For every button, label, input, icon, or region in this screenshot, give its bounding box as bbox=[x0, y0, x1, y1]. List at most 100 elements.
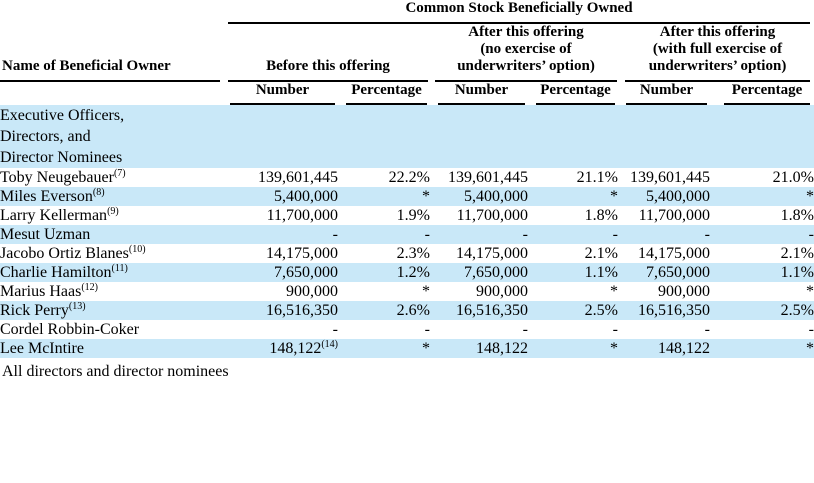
partial-row-cell: All directors and director nominees bbox=[0, 358, 814, 376]
after-no-number-cell: 14,175,000 bbox=[456, 245, 528, 262]
footnote-ref: (11) bbox=[111, 263, 128, 274]
after-no-number-cell: 148,122 bbox=[476, 340, 528, 357]
section-header-row: Executive Officers, Directors, and Direc… bbox=[0, 105, 814, 168]
after-no-percentage-cell: * bbox=[610, 188, 618, 205]
after-full-percentage-cell: 1.1% bbox=[780, 264, 814, 281]
after-no-number-cell: 11,700,000 bbox=[456, 207, 528, 224]
footnote-ref: (9) bbox=[107, 206, 119, 217]
before-percentage-cell: 22.2% bbox=[388, 169, 430, 186]
row-all-directors-partial: All directors and director nominees bbox=[0, 358, 814, 376]
spacer-cell bbox=[0, 82, 222, 105]
after-full-percentage-cell: 2.1% bbox=[780, 245, 814, 262]
after-no-percentage-cell: - bbox=[612, 321, 618, 338]
before-percentage-cell: * bbox=[422, 188, 430, 205]
after-no-number-header: Number bbox=[430, 82, 528, 105]
after-no-percentage-cell: - bbox=[612, 226, 618, 243]
footnote-ref: (12) bbox=[81, 282, 98, 293]
before-percentage-cell: 2.6% bbox=[396, 302, 430, 319]
footnote-ref: (13) bbox=[68, 301, 86, 312]
row-mesut-uzman: Mesut Uzman - - - - - - bbox=[0, 225, 814, 244]
group-after-full-exercise-cell: After this offering (with full exercise … bbox=[618, 24, 814, 82]
after-no-number-cell: 139,601,445 bbox=[448, 169, 528, 186]
name-header: Name of Beneficial Owner bbox=[0, 58, 220, 82]
after-full-number-cell: 16,516,350 bbox=[638, 302, 710, 319]
owner-name-cell: Charlie Hamilton(11) bbox=[0, 263, 128, 282]
after-full-percentage-cell: * bbox=[806, 340, 814, 357]
partial-row-text: All directors and director nominees bbox=[2, 363, 229, 376]
group-after-no-exercise-label: After this offering (no exercise of unde… bbox=[435, 24, 617, 82]
row-marius-haas: Marius Haas(12) 900,000 * 900,000 * 900,… bbox=[0, 282, 814, 301]
group-header-row: Name of Beneficial Owner Before this off… bbox=[0, 24, 814, 82]
owner-name-cell: Mesut Uzman bbox=[0, 226, 91, 243]
before-number-cell: 5,400,000 bbox=[274, 188, 338, 205]
after-no-percentage-cell: * bbox=[610, 283, 618, 300]
row-charlie-hamilton: Charlie Hamilton(11) 7,650,000 1.2% 7,65… bbox=[0, 263, 814, 282]
after-full-percentage-cell: - bbox=[808, 226, 814, 243]
group-after-full-exercise-label: After this offering (with full exercise … bbox=[625, 24, 810, 82]
table-title: Common Stock Beneficially Owned bbox=[228, 0, 810, 24]
after-no-number-cell: 7,650,000 bbox=[464, 264, 528, 281]
before-number-cell: 11,700,000 bbox=[266, 207, 338, 224]
after-full-number-cell: 148,122 bbox=[658, 340, 710, 357]
after-no-percentage-cell: 1.1% bbox=[584, 264, 618, 281]
row-toby-neugebauer: Toby Neugebauer(7) 139,601,445 22.2% 139… bbox=[0, 168, 814, 187]
row-miles-everson: Miles Everson(8) 5,400,000 * 5,400,000 *… bbox=[0, 187, 814, 206]
owner-name-cell: Cordel Robbin-Coker bbox=[0, 321, 140, 338]
before-number-header: Number bbox=[222, 82, 338, 105]
after-full-number-cell: 14,175,000 bbox=[638, 245, 710, 262]
owner-name-cell: Lee McIntire bbox=[0, 340, 84, 357]
before-percentage-cell: * bbox=[422, 283, 430, 300]
sub-header-row: Number Percentage Number Percentage Numb… bbox=[0, 82, 814, 105]
before-percentage-cell: * bbox=[422, 340, 430, 357]
row-rick-perry: Rick Perry(13) 16,516,350 2.6% 16,516,35… bbox=[0, 301, 814, 320]
after-no-number-cell: 5,400,000 bbox=[464, 188, 528, 205]
after-full-number-cell: 11,700,000 bbox=[638, 207, 710, 224]
before-percentage-cell: 2.3% bbox=[396, 245, 430, 262]
after-full-percentage-header: Percentage bbox=[710, 82, 814, 105]
row-cordel-robbin-coker: Cordel Robbin-Coker - - - - - - bbox=[0, 320, 814, 339]
footnote-ref: (7) bbox=[113, 168, 126, 179]
group-before-offering-cell: Before this offering bbox=[222, 24, 430, 82]
after-full-percentage-cell: * bbox=[806, 188, 814, 205]
after-full-percentage-cell: 2.5% bbox=[780, 302, 814, 319]
before-number-cell: 16,516,350 bbox=[266, 302, 338, 319]
after-full-number-header: Number bbox=[618, 82, 710, 105]
section-header: Executive Officers, Directors, and Direc… bbox=[0, 107, 125, 166]
before-percentage-cell: 1.9% bbox=[396, 207, 430, 224]
after-full-number-cell: 900,000 bbox=[658, 283, 710, 300]
before-percentage-cell: 1.2% bbox=[396, 264, 430, 281]
after-full-percentage-cell: * bbox=[806, 283, 814, 300]
row-lee-mcintire: Lee McIntire 148,122(14) * 148,122 * 148… bbox=[0, 339, 814, 358]
after-full-number-cell: - bbox=[704, 226, 710, 243]
name-header-cell: Name of Beneficial Owner bbox=[0, 24, 222, 82]
after-no-percentage-header: Percentage bbox=[528, 82, 618, 105]
after-no-percentage-cell: 2.5% bbox=[584, 302, 618, 319]
after-full-number-cell: 139,601,445 bbox=[630, 169, 710, 186]
owner-name-cell: Jacobo Ortiz Blanes(10) bbox=[0, 244, 146, 263]
before-number-cell: 14,175,000 bbox=[266, 245, 338, 262]
before-number-cell: - bbox=[332, 321, 338, 338]
spacer-cell bbox=[0, 0, 222, 24]
after-full-number-cell: - bbox=[704, 321, 710, 338]
after-full-percentage-cell: - bbox=[808, 321, 814, 338]
before-number-cell: 7,650,000 bbox=[274, 264, 338, 281]
after-no-percentage-cell: * bbox=[610, 340, 618, 357]
footnote-ref: (10) bbox=[128, 244, 146, 255]
table-title-cell: Common Stock Beneficially Owned bbox=[222, 0, 814, 24]
before-percentage-cell: - bbox=[424, 226, 430, 243]
owner-name-cell: Miles Everson(8) bbox=[0, 187, 105, 206]
before-percentage-header: Percentage bbox=[338, 82, 430, 105]
after-no-percentage-cell: 1.8% bbox=[584, 207, 618, 224]
before-percentage-cell: - bbox=[424, 321, 430, 338]
after-no-percentage-cell: 2.1% bbox=[584, 245, 618, 262]
group-before-offering-label: Before this offering bbox=[228, 58, 428, 82]
before-number-cell: 139,601,445 bbox=[258, 169, 338, 186]
before-number-cell: - bbox=[332, 226, 338, 243]
owner-name-cell: Larry Kellerman(9) bbox=[0, 206, 119, 225]
group-after-no-exercise-cell: After this offering (no exercise of unde… bbox=[430, 24, 618, 82]
after-full-number-cell: 7,650,000 bbox=[646, 264, 710, 281]
beneficial-ownership-table: Common Stock Beneficially Owned Name of … bbox=[0, 0, 814, 376]
after-no-percentage-cell: 21.1% bbox=[576, 169, 618, 186]
after-no-number-cell: 900,000 bbox=[476, 283, 528, 300]
row-larry-kellerman: Larry Kellerman(9) 11,700,000 1.9% 11,70… bbox=[0, 206, 814, 225]
